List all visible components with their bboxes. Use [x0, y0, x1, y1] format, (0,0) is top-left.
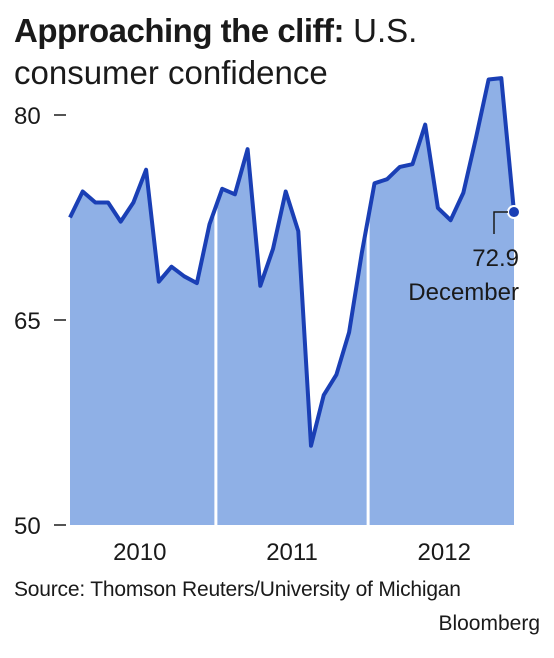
x-year-label-2011: 2011 [266, 539, 318, 566]
title-rest: U.S. [353, 12, 418, 49]
annotation-label: December [408, 279, 519, 306]
series-area [70, 78, 514, 525]
annotation-leader [493, 211, 508, 235]
last-point-marker [507, 205, 521, 220]
y-tick-label-80: 80 [14, 103, 41, 130]
annotation-value: 72.9 [472, 245, 519, 272]
y-tick-label-65: 65 [14, 308, 41, 335]
chart-title: Approaching the cliff: U.S. consumer con… [14, 10, 544, 94]
title-line2: consumer confidence [14, 54, 328, 91]
title-bold: Approaching the cliff: [14, 12, 345, 49]
source-note: Source: Thomson Reuters/University of Mi… [14, 578, 461, 601]
y-tick-label-50: 50 [14, 513, 41, 540]
series-line [68, 76, 516, 448]
x-year-label-2010: 2010 [113, 539, 166, 566]
credit: Bloomberg [438, 612, 540, 635]
x-year-label-2012: 2012 [418, 539, 471, 566]
